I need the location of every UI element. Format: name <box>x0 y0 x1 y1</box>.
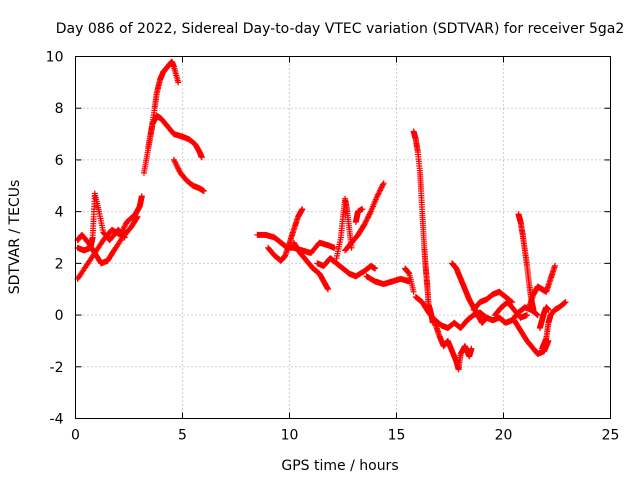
data-point-cluster <box>470 288 516 313</box>
data-point-cluster <box>402 265 417 295</box>
x-tick-label: 0 <box>71 428 80 444</box>
data-point-cluster <box>363 273 413 287</box>
data-points <box>74 58 569 373</box>
data-point-cluster <box>432 319 475 373</box>
x-tick-label: 25 <box>602 428 620 444</box>
y-tick-label: 10 <box>46 50 64 66</box>
data-point-cluster <box>333 195 355 262</box>
y-tick-label: 2 <box>55 256 64 272</box>
data-point-cluster <box>265 206 306 264</box>
data-point-cluster <box>536 304 552 331</box>
data-point-cluster <box>290 239 331 293</box>
chart-title: Day 086 of 2022, Sidereal Day-to-day VTE… <box>56 21 625 37</box>
data-point-cluster <box>412 294 541 331</box>
y-tick-label: -2 <box>50 360 64 376</box>
x-tick-label: 5 <box>178 428 187 444</box>
data-point-cluster <box>170 156 207 194</box>
data-point-cluster <box>145 58 182 150</box>
data-point-cluster <box>410 128 436 326</box>
data-point-cluster <box>342 180 387 254</box>
data-point-cluster <box>511 317 552 357</box>
y-tick-label: 6 <box>55 153 64 169</box>
data-point-cluster <box>352 206 366 225</box>
x-axis-label: GPS time / hours <box>281 458 398 474</box>
y-tick-label: 0 <box>55 308 64 324</box>
plot-frame <box>75 56 611 419</box>
tick-labels: 0 5 10 15 20 25 -4 -2 0 2 4 6 8 10 <box>46 50 620 444</box>
data-point-cluster <box>314 255 379 280</box>
data-point-cluster <box>526 262 558 311</box>
y-tick-label: 4 <box>55 205 64 221</box>
data-point-cluster <box>74 190 128 254</box>
y-axis-label: SDTVAR / TECUs <box>7 180 23 295</box>
x-tick-label: 10 <box>281 428 299 444</box>
data-point-cluster <box>491 299 530 321</box>
x-tick-label: 20 <box>495 428 513 444</box>
y-tick-label: -4 <box>50 412 64 428</box>
data-point-cluster <box>539 299 569 352</box>
y-tick-label: 8 <box>55 101 64 117</box>
x-tick-label: 15 <box>388 428 406 444</box>
